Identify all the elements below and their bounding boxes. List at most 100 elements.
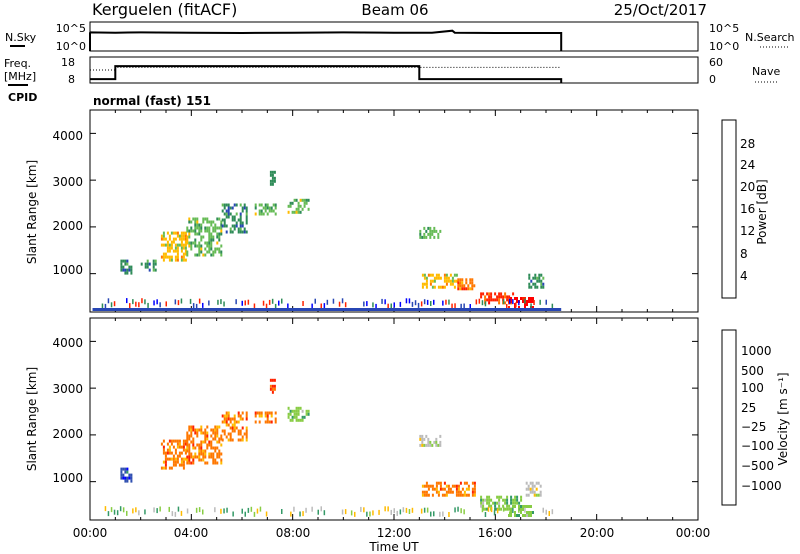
data-cell bbox=[532, 300, 534, 303]
data-cell bbox=[465, 287, 468, 291]
ground-scatter-cell bbox=[299, 511, 301, 517]
data-cell bbox=[538, 273, 541, 277]
data-cell bbox=[538, 276, 541, 280]
data-cell bbox=[210, 241, 213, 245]
data-cell bbox=[455, 273, 458, 277]
ground-scatter-cell bbox=[314, 298, 316, 304]
data-cell bbox=[287, 412, 290, 416]
ground-scatter-cell bbox=[220, 508, 222, 514]
data-cell bbox=[274, 212, 277, 216]
data-cell bbox=[198, 428, 201, 432]
velocity-data bbox=[104, 378, 554, 517]
power-data bbox=[92, 170, 562, 311]
data-cell bbox=[162, 258, 165, 262]
data-cell bbox=[439, 285, 442, 289]
data-cell bbox=[190, 434, 193, 438]
data-cell bbox=[202, 440, 205, 444]
ground-scatter-cell bbox=[350, 510, 353, 516]
data-cell bbox=[271, 390, 274, 394]
ground-scatter-cell bbox=[256, 508, 259, 514]
data-cell bbox=[168, 255, 171, 259]
data-cell bbox=[433, 276, 436, 280]
data-cell bbox=[220, 220, 223, 224]
data-cell bbox=[178, 442, 181, 446]
data-cell bbox=[239, 224, 242, 228]
data-cell bbox=[494, 504, 497, 508]
power-colorbar bbox=[721, 119, 737, 299]
data-cell bbox=[239, 227, 242, 231]
data-cell bbox=[220, 443, 223, 447]
data-cell bbox=[299, 406, 302, 410]
data-cell bbox=[227, 212, 230, 216]
data-cell bbox=[269, 182, 272, 186]
data-cell bbox=[190, 455, 193, 459]
data-cell bbox=[170, 457, 173, 461]
ground-scatter-cell bbox=[411, 301, 414, 307]
velocity-colorbar bbox=[721, 329, 737, 506]
data-cell bbox=[469, 281, 472, 285]
data-cell bbox=[214, 250, 217, 254]
data-cell bbox=[200, 425, 203, 429]
data-cell bbox=[264, 206, 267, 210]
data-cell bbox=[429, 232, 432, 236]
data-cell bbox=[214, 247, 217, 251]
data-cell bbox=[178, 451, 181, 455]
data-cell bbox=[210, 440, 213, 444]
data-cell bbox=[200, 452, 203, 456]
frequency-panel: Freq. [MHz] 18 8 60 0 Nave bbox=[4, 56, 780, 86]
data-cell bbox=[473, 490, 476, 494]
data-cell bbox=[241, 221, 244, 225]
data-cell bbox=[164, 466, 167, 470]
data-cell bbox=[245, 438, 248, 442]
data-cell bbox=[421, 273, 424, 277]
data-cell bbox=[461, 278, 464, 282]
velocity-cbar-tick-25: 25 bbox=[741, 401, 756, 415]
data-cell bbox=[518, 306, 520, 309]
data-cell bbox=[245, 432, 248, 436]
data-cell bbox=[210, 223, 213, 227]
data-cell bbox=[534, 276, 537, 280]
data-cell bbox=[473, 493, 476, 497]
data-cell bbox=[164, 255, 167, 259]
data-cell bbox=[237, 438, 240, 442]
data-cell bbox=[184, 243, 187, 247]
data-cell bbox=[233, 420, 236, 424]
data-cell bbox=[190, 428, 193, 432]
ground-scatter-cell bbox=[442, 300, 444, 306]
data-cell bbox=[120, 268, 123, 272]
data-cell bbox=[254, 212, 257, 216]
data-cell bbox=[206, 250, 209, 254]
data-cell bbox=[178, 243, 181, 247]
data-cell bbox=[273, 384, 276, 388]
data-cell bbox=[176, 460, 179, 464]
data-cell bbox=[186, 458, 189, 462]
xtick-2400: 00:00 bbox=[676, 526, 711, 540]
data-cell bbox=[429, 226, 432, 230]
data-cell bbox=[510, 514, 512, 517]
data-cell bbox=[124, 467, 127, 471]
data-cell bbox=[206, 425, 209, 429]
data-cell bbox=[441, 493, 444, 497]
ground-scatter-cell bbox=[192, 303, 195, 309]
data-cell bbox=[533, 490, 536, 494]
data-cell bbox=[441, 487, 444, 491]
data-cell bbox=[235, 221, 238, 225]
data-cell bbox=[427, 440, 430, 444]
data-cell bbox=[160, 237, 163, 241]
data-cell bbox=[210, 247, 213, 251]
data-cell bbox=[152, 262, 155, 266]
ground-scatter-cell bbox=[138, 510, 140, 516]
ground-scatter-cell bbox=[317, 509, 319, 515]
data-cell bbox=[180, 463, 183, 467]
data-cell bbox=[467, 484, 470, 488]
data-cell bbox=[214, 449, 217, 453]
data-cell bbox=[245, 209, 248, 213]
data-cell bbox=[188, 217, 191, 221]
ground-scatter-cell bbox=[220, 299, 222, 305]
ground-scatter-cell bbox=[484, 512, 487, 517]
data-cell bbox=[437, 443, 440, 447]
data-cell bbox=[174, 243, 177, 247]
data-cell bbox=[184, 439, 187, 443]
data-cell bbox=[198, 226, 201, 230]
data-cell bbox=[126, 259, 129, 263]
